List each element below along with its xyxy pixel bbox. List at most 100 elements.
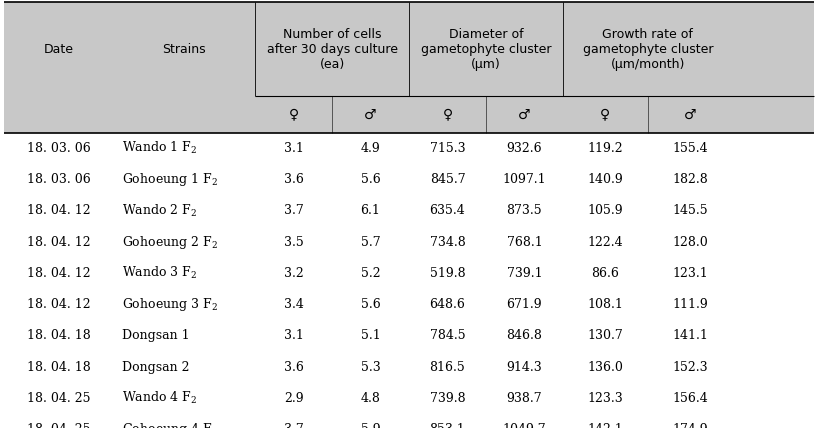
Text: 18. 04. 25: 18. 04. 25	[27, 423, 91, 428]
Text: 519.8: 519.8	[429, 267, 465, 280]
Text: 5.2: 5.2	[361, 267, 380, 280]
Bar	[4, 164, 814, 195]
Text: 141.1: 141.1	[672, 329, 708, 342]
Text: 123.1: 123.1	[672, 267, 708, 280]
Text: 108.1: 108.1	[587, 298, 623, 311]
Text: ♂: ♂	[684, 107, 697, 122]
Text: 739.8: 739.8	[429, 392, 465, 405]
Text: 816.5: 816.5	[429, 360, 465, 374]
Text: 3.6: 3.6	[284, 360, 303, 374]
Text: 3.1: 3.1	[284, 142, 303, 155]
Text: 5.1: 5.1	[361, 329, 380, 342]
Text: 932.6: 932.6	[506, 142, 542, 155]
Text: 853.1: 853.1	[429, 423, 465, 428]
Text: 671.9: 671.9	[506, 298, 542, 311]
Text: Wando 2 $\mathregular{F_2}$: Wando 2 $\mathregular{F_2}$	[122, 203, 197, 219]
Text: ♀: ♀	[443, 107, 452, 122]
Text: 635.4: 635.4	[429, 204, 465, 217]
Text: 142.1: 142.1	[587, 423, 623, 428]
Text: 18. 03. 06: 18. 03. 06	[27, 142, 91, 155]
Text: Gohoeung 1 $\mathregular{F_2}$: Gohoeung 1 $\mathregular{F_2}$	[122, 171, 218, 188]
Text: 18. 04. 18: 18. 04. 18	[27, 329, 91, 342]
Text: 5.9: 5.9	[361, 423, 380, 428]
Text: Number of cells
after 30 days culture
(ea): Number of cells after 30 days culture (e…	[267, 28, 398, 71]
Text: 4.9: 4.9	[361, 142, 380, 155]
Bar	[4, 351, 814, 383]
Text: Wando 1 $\mathregular{F_2}$: Wando 1 $\mathregular{F_2}$	[122, 140, 197, 156]
Text: ♀: ♀	[600, 107, 610, 122]
Text: 873.5: 873.5	[506, 204, 542, 217]
Text: 145.5: 145.5	[672, 204, 708, 217]
Text: 768.1: 768.1	[506, 235, 542, 249]
Text: Dongsan 2: Dongsan 2	[122, 360, 189, 374]
Text: 3.7: 3.7	[284, 423, 303, 428]
Bar	[4, 133, 814, 164]
Text: 1049.7: 1049.7	[502, 423, 546, 428]
Text: Strains: Strains	[163, 43, 206, 56]
Text: 938.7: 938.7	[506, 392, 542, 405]
Text: Wando 4 $\mathregular{F_2}$: Wando 4 $\mathregular{F_2}$	[122, 390, 197, 406]
Text: 846.8: 846.8	[506, 329, 542, 342]
Text: 18. 04. 12: 18. 04. 12	[27, 267, 91, 280]
Text: 5.6: 5.6	[361, 298, 380, 311]
Text: 18. 04. 12: 18. 04. 12	[27, 204, 91, 217]
Text: 86.6: 86.6	[591, 267, 619, 280]
Text: 119.2: 119.2	[587, 142, 623, 155]
Text: 2.9: 2.9	[284, 392, 303, 405]
Text: Gohoeung 4 $\mathregular{F_2}$: Gohoeung 4 $\mathregular{F_2}$	[122, 421, 218, 428]
Text: 156.4: 156.4	[672, 392, 708, 405]
Text: 3.1: 3.1	[284, 329, 303, 342]
Text: 784.5: 784.5	[429, 329, 465, 342]
Text: Gohoeung 3 $\mathregular{F_2}$: Gohoeung 3 $\mathregular{F_2}$	[122, 296, 218, 313]
Text: 182.8: 182.8	[672, 173, 708, 186]
Text: 3.4: 3.4	[284, 298, 303, 311]
Text: 739.1: 739.1	[506, 267, 542, 280]
Text: 140.9: 140.9	[587, 173, 623, 186]
Text: 3.6: 3.6	[284, 173, 303, 186]
Text: Diameter of
gametophyte cluster
(μm): Diameter of gametophyte cluster (μm)	[420, 28, 551, 71]
Text: 174.9: 174.9	[672, 423, 708, 428]
Text: 914.3: 914.3	[506, 360, 542, 374]
Text: Date: Date	[43, 43, 74, 56]
Text: 130.7: 130.7	[587, 329, 623, 342]
Text: 1097.1: 1097.1	[502, 173, 546, 186]
Bar	[4, 258, 814, 289]
Text: 3.5: 3.5	[284, 235, 303, 249]
Text: 18. 04. 18: 18. 04. 18	[27, 360, 91, 374]
Bar	[4, 320, 814, 351]
Text: 122.4: 122.4	[587, 235, 623, 249]
Text: 4.8: 4.8	[361, 392, 380, 405]
Text: 152.3: 152.3	[672, 360, 708, 374]
Text: 123.3: 123.3	[587, 392, 623, 405]
Text: 18. 03. 06: 18. 03. 06	[27, 173, 91, 186]
Bar	[4, 383, 814, 414]
Bar	[4, 195, 814, 226]
Text: 648.6: 648.6	[429, 298, 465, 311]
Text: 18. 04. 25: 18. 04. 25	[27, 392, 91, 405]
Text: Wando 3 $\mathregular{F_2}$: Wando 3 $\mathregular{F_2}$	[122, 265, 197, 281]
Text: Gohoeung 2 $\mathregular{F_2}$: Gohoeung 2 $\mathregular{F_2}$	[122, 234, 218, 250]
Text: 734.8: 734.8	[429, 235, 465, 249]
Text: 18. 04. 12: 18. 04. 12	[27, 235, 91, 249]
Text: 105.9: 105.9	[587, 204, 623, 217]
Text: ♂: ♂	[518, 107, 531, 122]
Text: 3.7: 3.7	[284, 204, 303, 217]
Text: 5.3: 5.3	[361, 360, 380, 374]
Text: Growth rate of
gametophyte cluster
(μm/month): Growth rate of gametophyte cluster (μm/m…	[582, 28, 713, 71]
Text: 136.0: 136.0	[587, 360, 623, 374]
Bar	[4, 414, 814, 428]
Bar	[4, 289, 814, 320]
Text: 18. 04. 12: 18. 04. 12	[27, 298, 91, 311]
Text: 715.3: 715.3	[429, 142, 465, 155]
Text: 111.9: 111.9	[672, 298, 708, 311]
Text: 5.6: 5.6	[361, 173, 380, 186]
Bar	[4, 226, 814, 258]
Text: 5.7: 5.7	[361, 235, 380, 249]
Text: ♀: ♀	[289, 107, 299, 122]
Text: ♂: ♂	[364, 107, 377, 122]
Bar	[4, 2, 814, 133]
Text: 845.7: 845.7	[429, 173, 465, 186]
Text: 128.0: 128.0	[672, 235, 708, 249]
Text: Dongsan 1: Dongsan 1	[122, 329, 189, 342]
Text: 155.4: 155.4	[672, 142, 708, 155]
